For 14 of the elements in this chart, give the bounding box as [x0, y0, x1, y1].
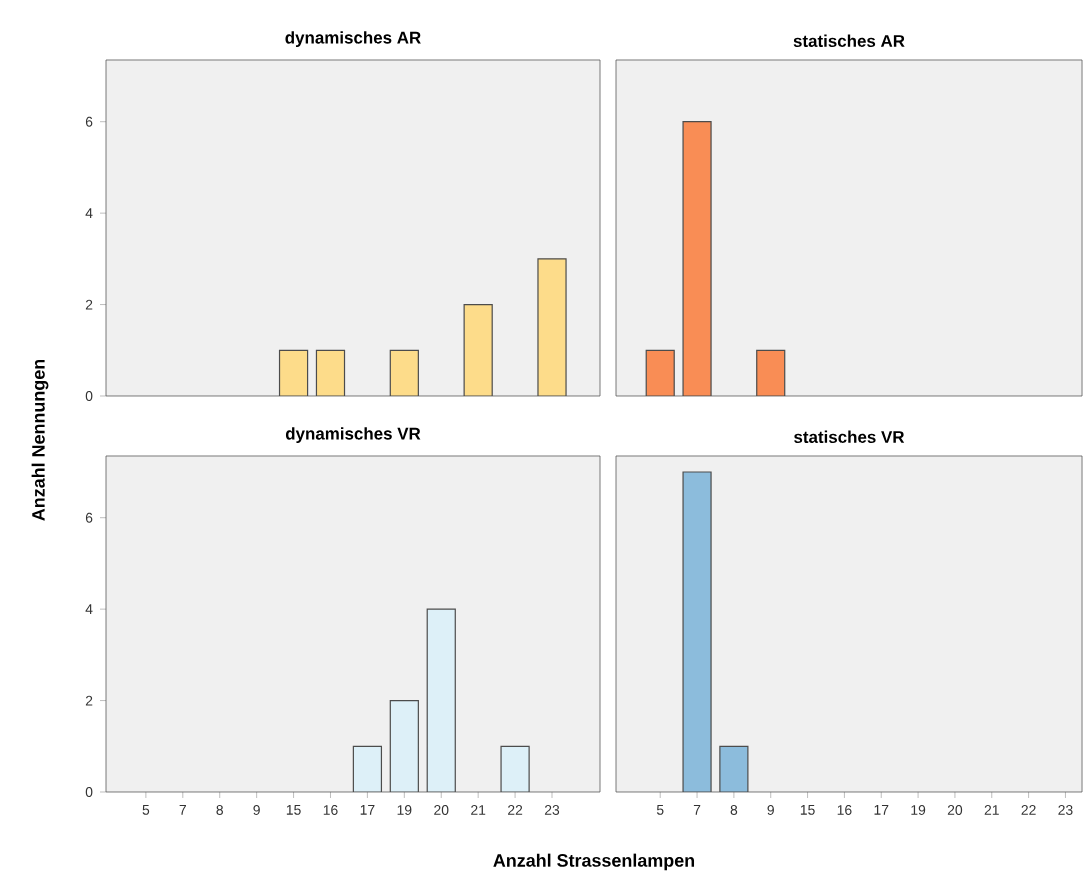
bar — [352, 745, 383, 792]
bar — [278, 349, 309, 396]
chart-title: statisches VR — [794, 430, 905, 443]
bar — [315, 349, 346, 396]
y-axis-title: Anzahl Nennungen — [31, 359, 49, 521]
bar — [389, 699, 419, 792]
chart-title: dynamisches AR — [285, 31, 421, 47]
chart-title: statisches AR — [793, 34, 905, 47]
x-axis-title: Anzahl Strassenlampen — [493, 853, 695, 871]
bar — [426, 608, 456, 792]
bar — [537, 258, 567, 396]
bar — [389, 349, 419, 396]
chart-title: dynamisches VR — [285, 427, 421, 443]
bar — [463, 303, 493, 396]
